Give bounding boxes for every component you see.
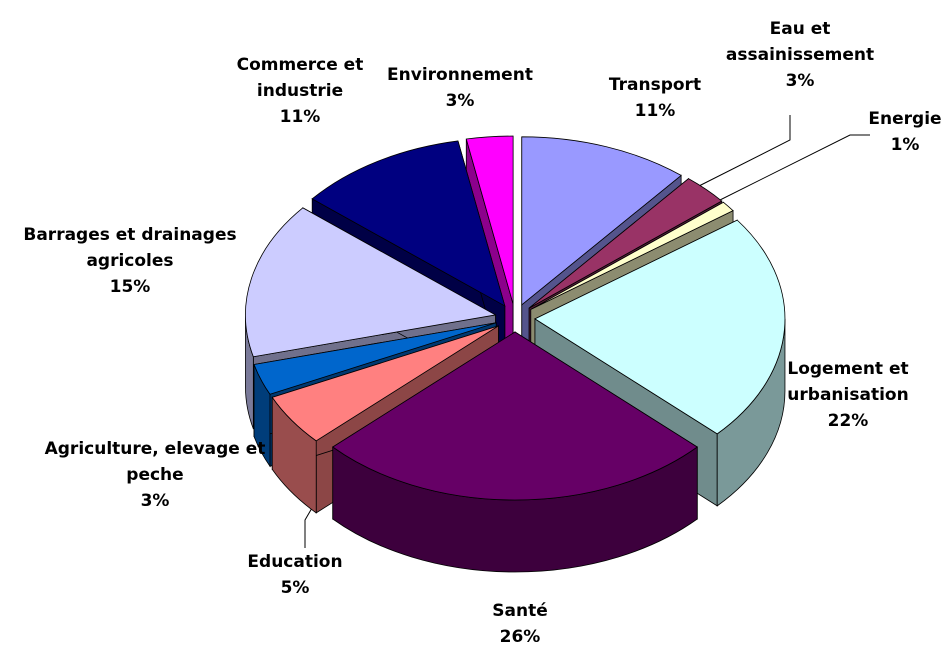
value-label: 1% [890,135,920,155]
value-label: 11% [279,107,321,127]
slice-label: Barrages et drainages agricoles 15% [0,222,260,300]
category-name: Commerce et industrie [236,55,364,101]
slice-top [332,331,698,501]
slice-label: Environnement 3% [365,62,555,114]
slice-label: Santé 26% [470,598,570,650]
category-name: Agriculture, elevage et peche [44,439,266,485]
slice-top [521,136,682,306]
slice-label: Education 5% [225,549,365,601]
slice-top [245,207,497,358]
slice-label: Commerce et industrie 11% [220,52,380,130]
slice-top [528,178,723,309]
slice-label: Energie 1% [855,106,952,158]
category-name: Santé [492,601,548,621]
leader-line [304,507,313,548]
value-label: 22% [827,411,869,431]
value-label: 11% [634,101,676,121]
category-name: Environnement [387,65,533,85]
value-label: 26% [499,627,541,647]
slice-top [253,322,497,395]
slice-label: Agriculture, elevage et peche 3% [30,436,280,514]
category-name: Education [247,552,343,572]
leader-line [694,115,791,189]
category-name: Barrages et drainages agricoles [23,225,237,271]
slice [332,331,698,573]
value-label: 3% [445,91,475,111]
slice-label: Eau et assainissement 3% [710,16,890,94]
value-label: 15% [109,277,151,297]
slice-label: Logement et urbanisation 22% [768,356,928,434]
slice-top [311,140,506,307]
value-label: 3% [140,491,170,511]
value-label: 3% [785,71,815,91]
slice-top [534,219,786,435]
category-name: Energie [868,109,942,129]
leader-lines [304,115,870,548]
category-name: Logement et urbanisation [787,359,909,405]
slice-top [465,135,514,305]
category-name: Eau et assainissement [725,19,875,65]
value-label: 5% [280,578,310,598]
leader-line [709,134,870,206]
slice-top [530,201,734,310]
category-name: Transport [608,75,702,95]
slice-label: Transport 11% [585,72,725,124]
slice-top [271,325,499,442]
